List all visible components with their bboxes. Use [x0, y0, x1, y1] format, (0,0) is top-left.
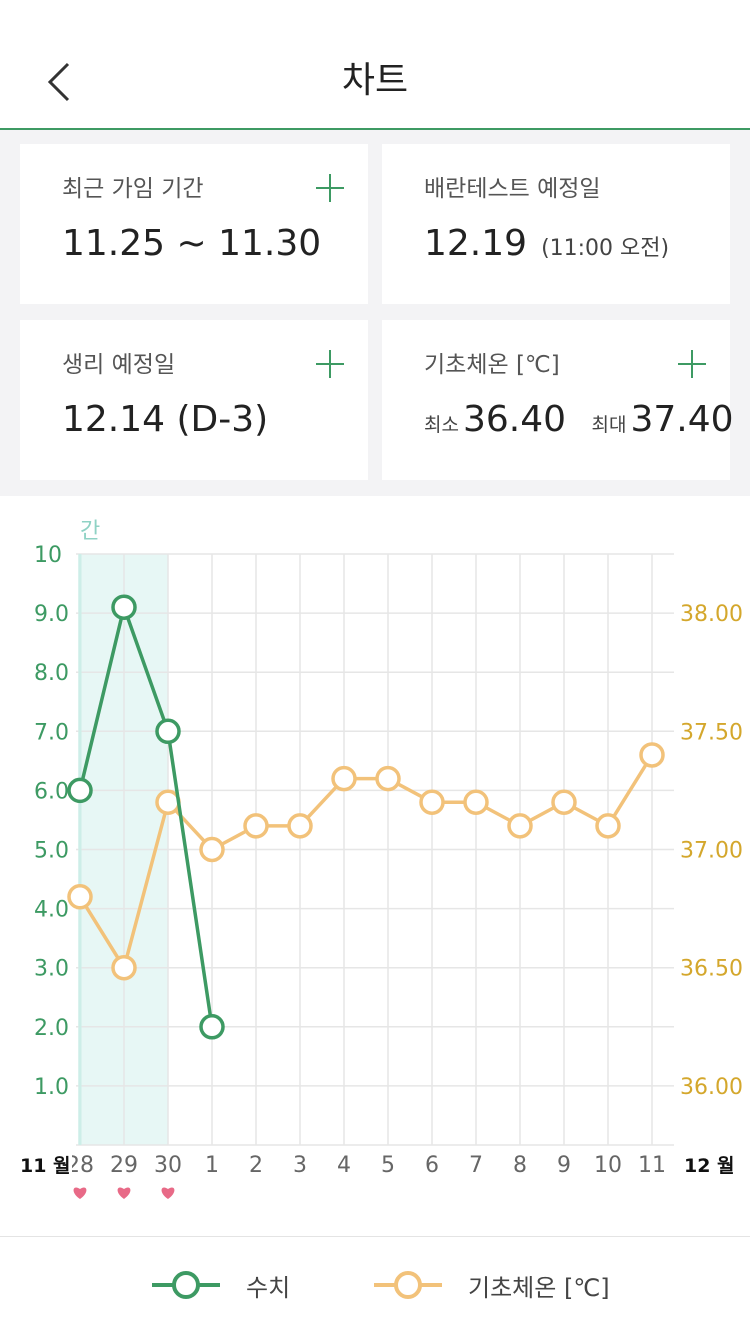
bbt-series-point: [287, 813, 313, 839]
heart-icon: [117, 1187, 131, 1199]
y-left-tick-label: 7.0: [34, 720, 69, 745]
chart-svg: 간 1.0 2.0 3.0 4.0 5.0 6.0 7.0 8.0 9.0 10 36.00 36.50…: [18, 519, 743, 1199]
bbt-series-point: [243, 813, 269, 839]
x-tick-label: 11: [638, 1153, 666, 1178]
y-left-tick-label: 4.0: [34, 898, 69, 923]
y-right-tick-label: 37.00: [680, 839, 743, 864]
bbt-min-value: 36.40: [462, 399, 567, 440]
y-left-tick-label: 8.0: [34, 661, 69, 686]
x-tick-label: 1: [205, 1153, 219, 1178]
ovulation-test-value-row: 12.19 (11:00 오전): [424, 222, 669, 271]
chart-area: 간 1.0 2.0 3.0 4.0 5.0 6.0 7.0 8.0 9.0 10 36.00 36.50…: [0, 496, 750, 1236]
heart-icon: [161, 1187, 175, 1199]
bbt-series-point: [595, 813, 621, 839]
chevron-left-icon: [47, 62, 70, 102]
y-left-tick-label: 9.0: [34, 602, 69, 627]
fertile-period-value: 11.25 ~ 11.30: [62, 223, 322, 264]
x-tick-label: 10: [594, 1153, 622, 1178]
legend-label-value: 수치: [246, 1273, 291, 1302]
x-tick-label: 4: [337, 1153, 351, 1178]
bbt-series-point: [639, 742, 665, 768]
back-button[interactable]: [36, 56, 84, 108]
month-left-label: 11 월: [20, 1155, 71, 1177]
heart-icon: [73, 1187, 87, 1199]
value-series-point: [155, 718, 181, 745]
ovulation-test-date: 12.19: [424, 223, 528, 264]
value-series-point: [199, 1014, 225, 1040]
x-tick-label: 8: [513, 1153, 527, 1178]
page-title: 차트: [341, 60, 409, 101]
y-right-tick-label: 38.00: [680, 602, 743, 627]
legend-swatch-value: [152, 1271, 220, 1299]
ovulation-test-label: 배란테스트 예정일: [424, 176, 601, 202]
chart-legend: 수치 기초체온 [℃]: [0, 1236, 750, 1335]
value-series-line: [78, 601, 214, 1028]
period-label: 생리 예정일: [62, 352, 176, 378]
bbt-series-point: [507, 813, 533, 839]
y-left-tick-label: 3.0: [34, 957, 69, 982]
x-tick-label: 5: [381, 1153, 395, 1178]
summary-cards: 최근 가임 기간 11.25 ~ 11.30 배란테스트 예정일 12.19 (1…: [0, 130, 750, 496]
x-tick-label: 9: [557, 1153, 571, 1178]
x-tick-label: 6: [425, 1153, 439, 1178]
y-left-tick-label: 5.0: [34, 839, 69, 864]
value-series-point: [67, 777, 93, 804]
bbt-min-label: 최소: [424, 414, 459, 436]
bbt-series-point: [331, 765, 357, 792]
card-period[interactable]: 생리 예정일 12.14 (D-3): [20, 320, 368, 480]
y-left-tick-label: 1.0: [34, 1075, 69, 1100]
x-tick-label: 3: [293, 1153, 307, 1178]
x-tick-label: 29: [110, 1153, 138, 1178]
y-right-tick-label: 36.00: [680, 1075, 743, 1100]
bbt-series-point: [463, 789, 489, 815]
x-tick-label: 30: [154, 1153, 182, 1178]
fertile-period-label: 최근 가임 기간: [62, 176, 204, 202]
bbt-label: 기초체온 [℃]: [424, 352, 560, 378]
legend-label-bbt: 기초체온 [℃]: [468, 1273, 610, 1302]
bbt-series-point: [199, 836, 225, 863]
x-tick-label: 7: [469, 1153, 483, 1178]
add-bbt-plus-icon[interactable]: [678, 350, 706, 378]
card-fertile-period[interactable]: 최근 가임 기간 11.25 ~ 11.30: [20, 144, 368, 304]
bbt-max-label: 최대: [591, 414, 627, 436]
y-left-tick-label: 10: [34, 543, 62, 568]
month-left-bg: [18, 1151, 72, 1181]
value-series-point: [111, 594, 137, 620]
bbt-value-row: 최소 36.40 최대 37.40: [424, 398, 734, 447]
y-left-tick-label: 6.0: [34, 779, 69, 804]
x-tick-label: 2: [249, 1153, 263, 1178]
bbt-series-point: [419, 789, 445, 815]
add-period-plus-icon[interactable]: [316, 350, 344, 378]
bbt-series-point: [551, 789, 577, 815]
bbt-series-point: [375, 765, 401, 792]
legend-item-value: 수치: [152, 1265, 290, 1305]
add-fertile-plus-icon[interactable]: [316, 174, 344, 202]
card-ovulation-test[interactable]: 배란테스트 예정일 12.19 (11:00 오전): [382, 144, 730, 304]
bbt-max-value: 37.40: [630, 399, 734, 440]
y-right-tick-label: 36.50: [680, 957, 743, 982]
month-right-label: 12 월: [684, 1155, 735, 1177]
bbt-series-point: [67, 884, 93, 910]
fertile-band-label: 간: [80, 519, 100, 544]
card-bbt[interactable]: 기초체온 [℃] 최소 36.40 최대 37.40: [382, 320, 734, 480]
period-value: 12.14 (D-3): [62, 399, 269, 440]
bbt-series-point: [111, 954, 137, 981]
y-left-tick-label: 2.0: [34, 1016, 69, 1041]
legend-item-bbt: 기초체온 [℃]: [374, 1265, 610, 1305]
y-right-tick-label: 37.50: [680, 720, 743, 745]
app-header: 차트: [0, 0, 750, 130]
legend-swatch-bbt: [374, 1271, 442, 1299]
ovulation-test-time: (11:00 오전): [541, 236, 670, 261]
